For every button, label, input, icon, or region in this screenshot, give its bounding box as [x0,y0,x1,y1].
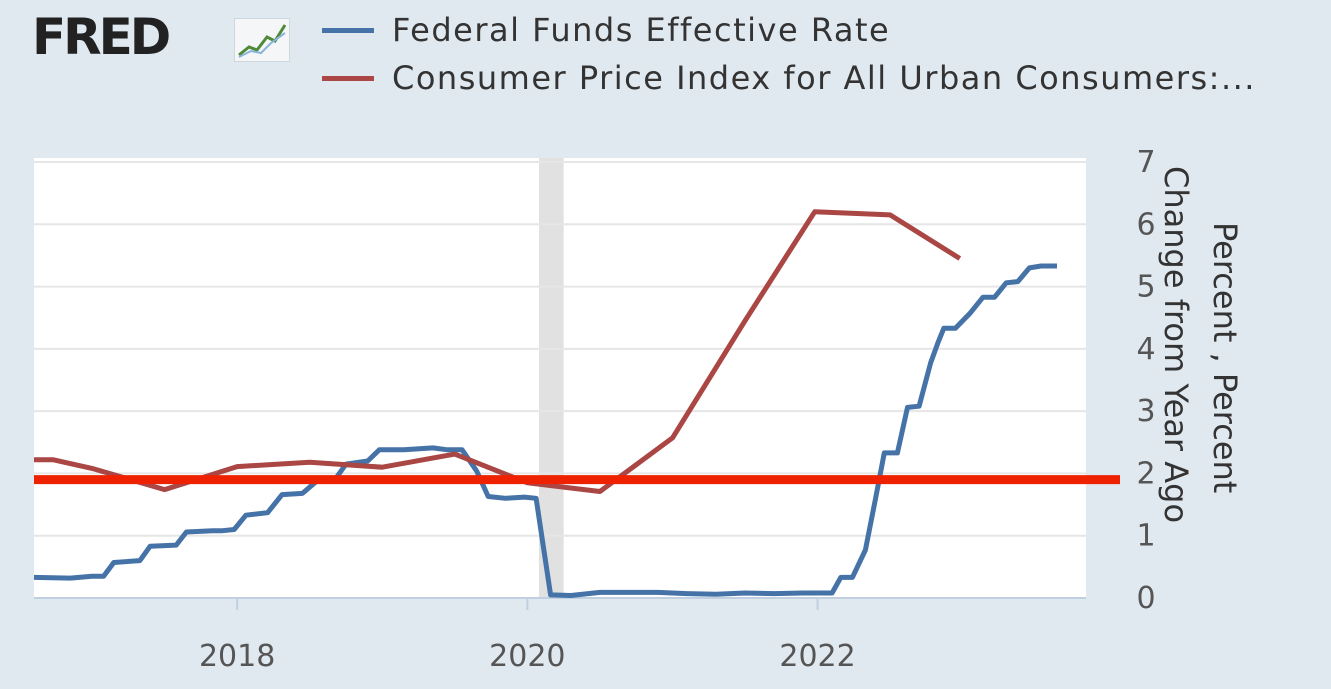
y-tick-label-3: 3 [1136,394,1155,429]
legend-swatch-cpi [322,75,374,81]
y-tick-label-5: 5 [1136,270,1155,305]
y-axis-title-line-1: Percent , Percent [1206,222,1244,493]
recession-shading [538,158,564,598]
y-axis-title-line-2: Change from Year Ago [1157,166,1195,523]
x-tick-label-2018: 2018 [199,639,275,674]
y-tick-label-2: 2 [1136,456,1155,491]
fred-logo: FRED [32,8,171,66]
y-tick-label-6: 6 [1136,207,1155,242]
legend-label-cpi: Consumer Price Index for All Urban Consu… [392,59,1256,97]
y-tick-label-1: 1 [1136,519,1155,554]
y-tick-label-4: 4 [1136,332,1155,367]
series-line-fed-funds [33,263,1057,598]
legend-swatch-fed-funds [322,27,374,33]
fred-logo-text: FRED [32,8,171,66]
legend-label-fed-funds: Federal Funds Effective Rate [392,11,891,49]
legend-item-fed-funds[interactable]: Federal Funds Effective Rate [322,10,890,50]
y-tick-label-7: 7 [1136,145,1155,180]
fred-logo-graph-icon [234,18,290,62]
legend-item-cpi[interactable]: Consumer Price Index for All Urban Consu… [322,58,1256,98]
x-tick-label-2022: 2022 [779,639,855,674]
y-tick-label-0: 0 [1136,581,1155,616]
x-tick-label-2020: 2020 [489,639,565,674]
